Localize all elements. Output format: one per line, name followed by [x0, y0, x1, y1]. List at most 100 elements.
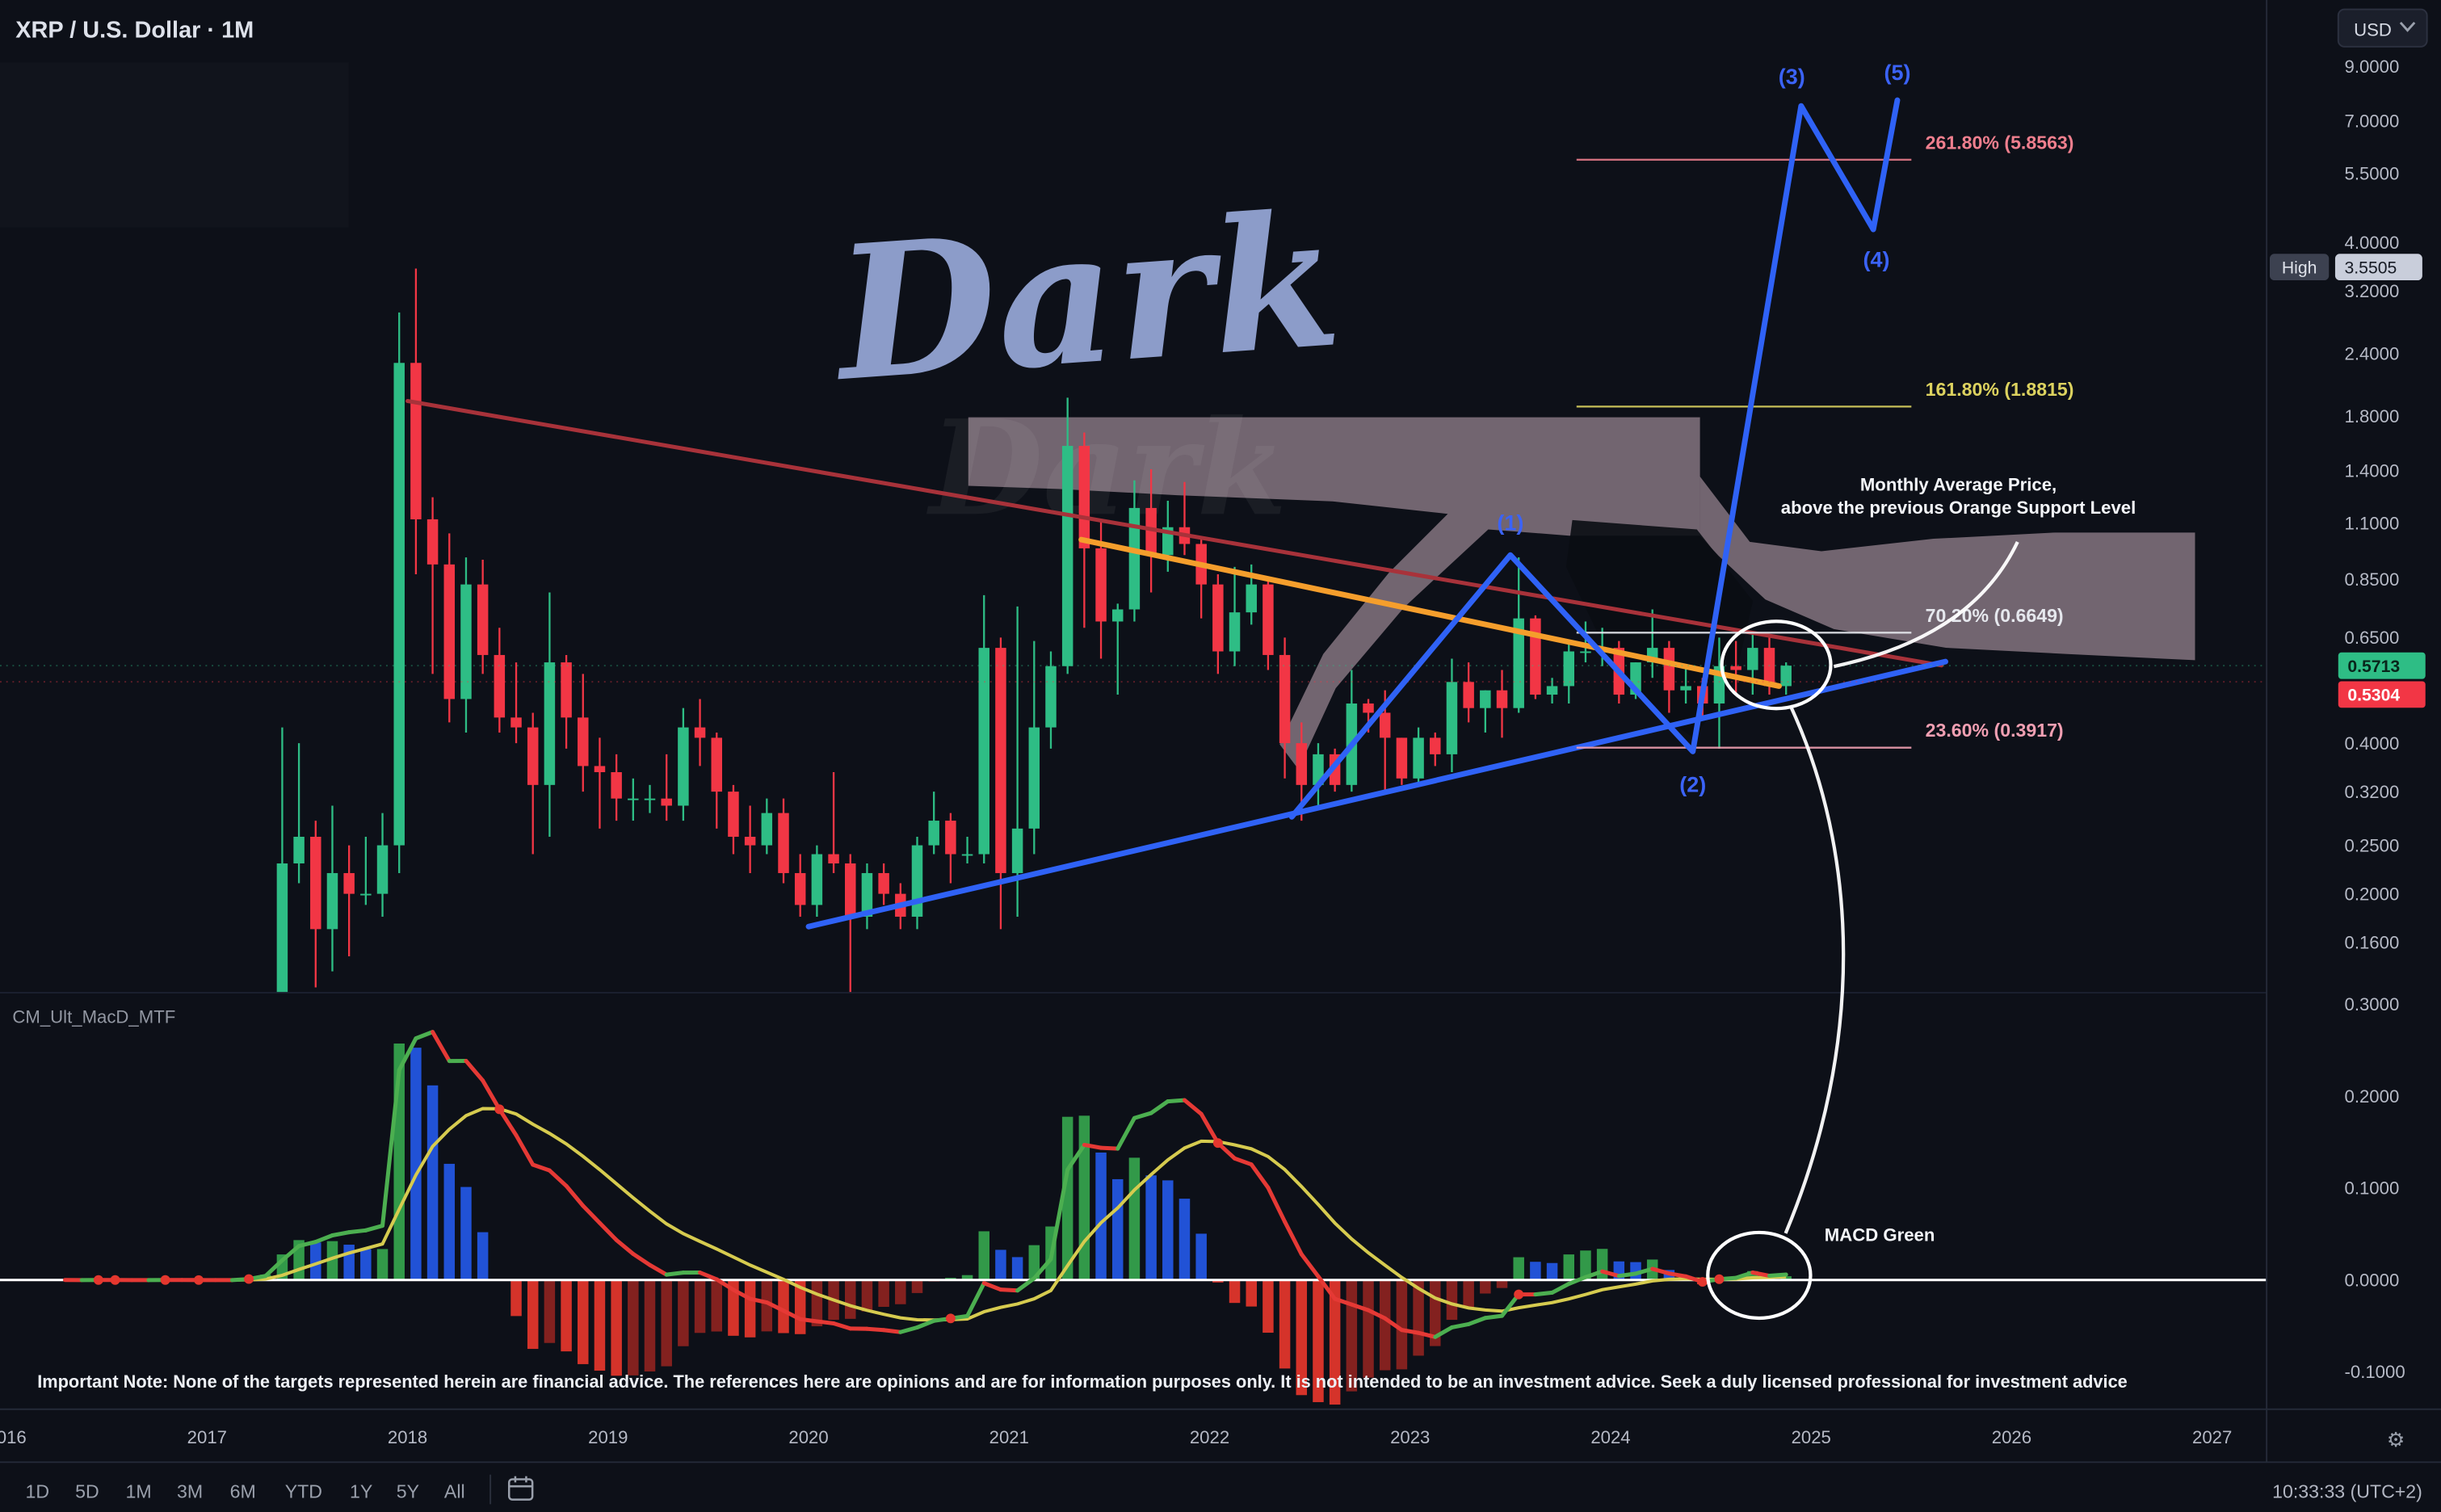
candle-body — [1279, 654, 1291, 744]
macd-histogram-bar — [410, 1048, 422, 1280]
price-axis-label: 0.4000 — [2345, 733, 2400, 754]
timeframe-1m[interactable]: 1M — [125, 1481, 151, 1502]
fib-level-label[interactable]: 161.80% (1.8815) — [1926, 379, 2074, 400]
candle-body — [1396, 737, 1408, 779]
candle-body — [276, 863, 288, 994]
wave-label[interactable]: (2) — [1679, 772, 1706, 796]
candle-body — [494, 654, 506, 718]
trendline-descending-resistance[interactable] — [405, 398, 1944, 668]
candle-body — [410, 363, 422, 519]
indicator-title[interactable]: CM_Ult_MacD_MTF — [12, 1007, 175, 1027]
wave-label[interactable]: (5) — [1884, 61, 1910, 85]
macd-line-segment — [631, 1251, 653, 1267]
candle-body — [460, 584, 472, 699]
macd-histogram-bar — [861, 1279, 873, 1312]
go-to-date-icon[interactable] — [507, 1476, 534, 1501]
candle — [811, 845, 823, 917]
macd-green-note[interactable]: MACD Green — [1825, 1225, 1935, 1245]
candle-body — [1095, 548, 1107, 622]
macd-line-segment — [731, 1287, 753, 1301]
candle-body — [1263, 584, 1274, 655]
main-chart-pane[interactable] — [0, 0, 2267, 993]
macd-line-segment — [781, 1308, 803, 1321]
macd-line-segment — [431, 1030, 452, 1064]
timeframe-ytd[interactable]: YTD — [285, 1481, 322, 1502]
macd-line-segment — [313, 1233, 334, 1245]
macd-line-segment — [1082, 1142, 1103, 1150]
candle-body — [995, 648, 1006, 873]
symbol-title[interactable]: XRP / U.S. Dollar · 1M — [15, 17, 254, 43]
candle-body — [1413, 737, 1424, 779]
macd-cross-dot — [945, 1313, 956, 1324]
candle-body — [761, 813, 773, 846]
macd-histogram-bar — [1463, 1279, 1474, 1308]
candle-body — [1229, 612, 1241, 652]
timeframe-5y[interactable]: 5Y — [397, 1481, 419, 1502]
timeframe-all[interactable]: All — [444, 1481, 465, 1502]
candle-body — [1011, 828, 1023, 873]
macd-axis-label: 0.3000 — [2345, 994, 2400, 1014]
macd-line-segment — [397, 1036, 418, 1073]
trendline-orange-support[interactable] — [1078, 536, 1782, 689]
fib-level-label[interactable]: 23.60% (0.3917) — [1926, 720, 2064, 741]
candle — [310, 821, 321, 988]
monthly-average-note-line1[interactable]: Monthly Average Price, — [1860, 474, 2057, 494]
macd-cross-dot — [1212, 1138, 1223, 1149]
macd-line-segment — [1666, 1271, 1688, 1279]
price-axis-label: 0.2000 — [2345, 884, 2400, 904]
macd-line-segment — [1616, 1271, 1638, 1279]
elliott-wave: (1) (2) (3) (4) (5) — [1288, 61, 1910, 820]
candle — [578, 674, 589, 792]
candle-body — [678, 727, 689, 806]
fib-level-label[interactable]: 261.80% (5.8563) — [1926, 132, 2074, 153]
candle-body — [1563, 651, 1575, 687]
macd-histogram-bar — [460, 1186, 472, 1280]
macd-histogram-bar — [778, 1279, 789, 1334]
gear-icon[interactable]: ⚙ — [2387, 1429, 2405, 1451]
timeframe-1y[interactable]: 1Y — [350, 1481, 372, 1502]
macd-line-segment — [1399, 1328, 1421, 1335]
time-axis-label: 2017 — [187, 1427, 227, 1447]
annotation-curve-to-macd[interactable] — [1783, 704, 1846, 1234]
candle — [1780, 662, 1792, 695]
price-highlight-circle[interactable] — [1720, 620, 1833, 711]
monthly-average-note-line2[interactable]: above the previous Orange Support Level — [1781, 498, 2136, 518]
macd-line-segment — [1132, 1111, 1153, 1120]
macd-histogram-bar — [1329, 1279, 1341, 1405]
candle — [443, 533, 456, 723]
macd-histogram-bar — [711, 1279, 723, 1332]
wave-label[interactable]: (3) — [1779, 65, 1805, 89]
macd-line-segment — [1416, 1330, 1438, 1339]
wave-label[interactable]: (1) — [1497, 510, 1523, 535]
annotation-curve-to-price[interactable] — [1833, 540, 2019, 669]
candle-body — [1379, 712, 1391, 738]
timeframe-3m[interactable]: 3M — [177, 1481, 203, 1502]
macd-histogram-bar — [1513, 1257, 1524, 1280]
candle-body — [794, 872, 806, 905]
wave-label[interactable]: (4) — [1863, 247, 1890, 271]
elliott-wave-line[interactable] — [1288, 97, 1901, 820]
candle-body — [544, 662, 556, 785]
macd-highlight-circle[interactable] — [1706, 1230, 1813, 1321]
candle — [1045, 651, 1057, 749]
price-axis-label: 1.1000 — [2345, 514, 2400, 534]
candle — [928, 792, 939, 855]
currency-selector[interactable]: USD — [2337, 8, 2428, 48]
clock[interactable]: 10:33:33 (UTC+2) — [2272, 1481, 2422, 1502]
macd-cross-dot — [1514, 1289, 1524, 1300]
timeframe-1d[interactable]: 1D — [25, 1481, 49, 1502]
candle-body — [393, 363, 405, 846]
candle — [1496, 670, 1508, 738]
cloud-region — [1699, 476, 2195, 661]
timeframe-5d[interactable]: 5D — [75, 1481, 99, 1502]
macd-line-segment — [1199, 1111, 1220, 1145]
candle — [1513, 557, 1524, 713]
candle — [761, 798, 773, 855]
macd-histogram-bar — [343, 1245, 355, 1280]
candle-body — [911, 845, 923, 917]
candle — [1480, 690, 1491, 733]
candle-body — [1580, 651, 1591, 653]
macd-line-segment — [1566, 1275, 1588, 1287]
timeframe-6m[interactable]: 6M — [230, 1481, 256, 1502]
cloud-region — [968, 417, 1700, 770]
